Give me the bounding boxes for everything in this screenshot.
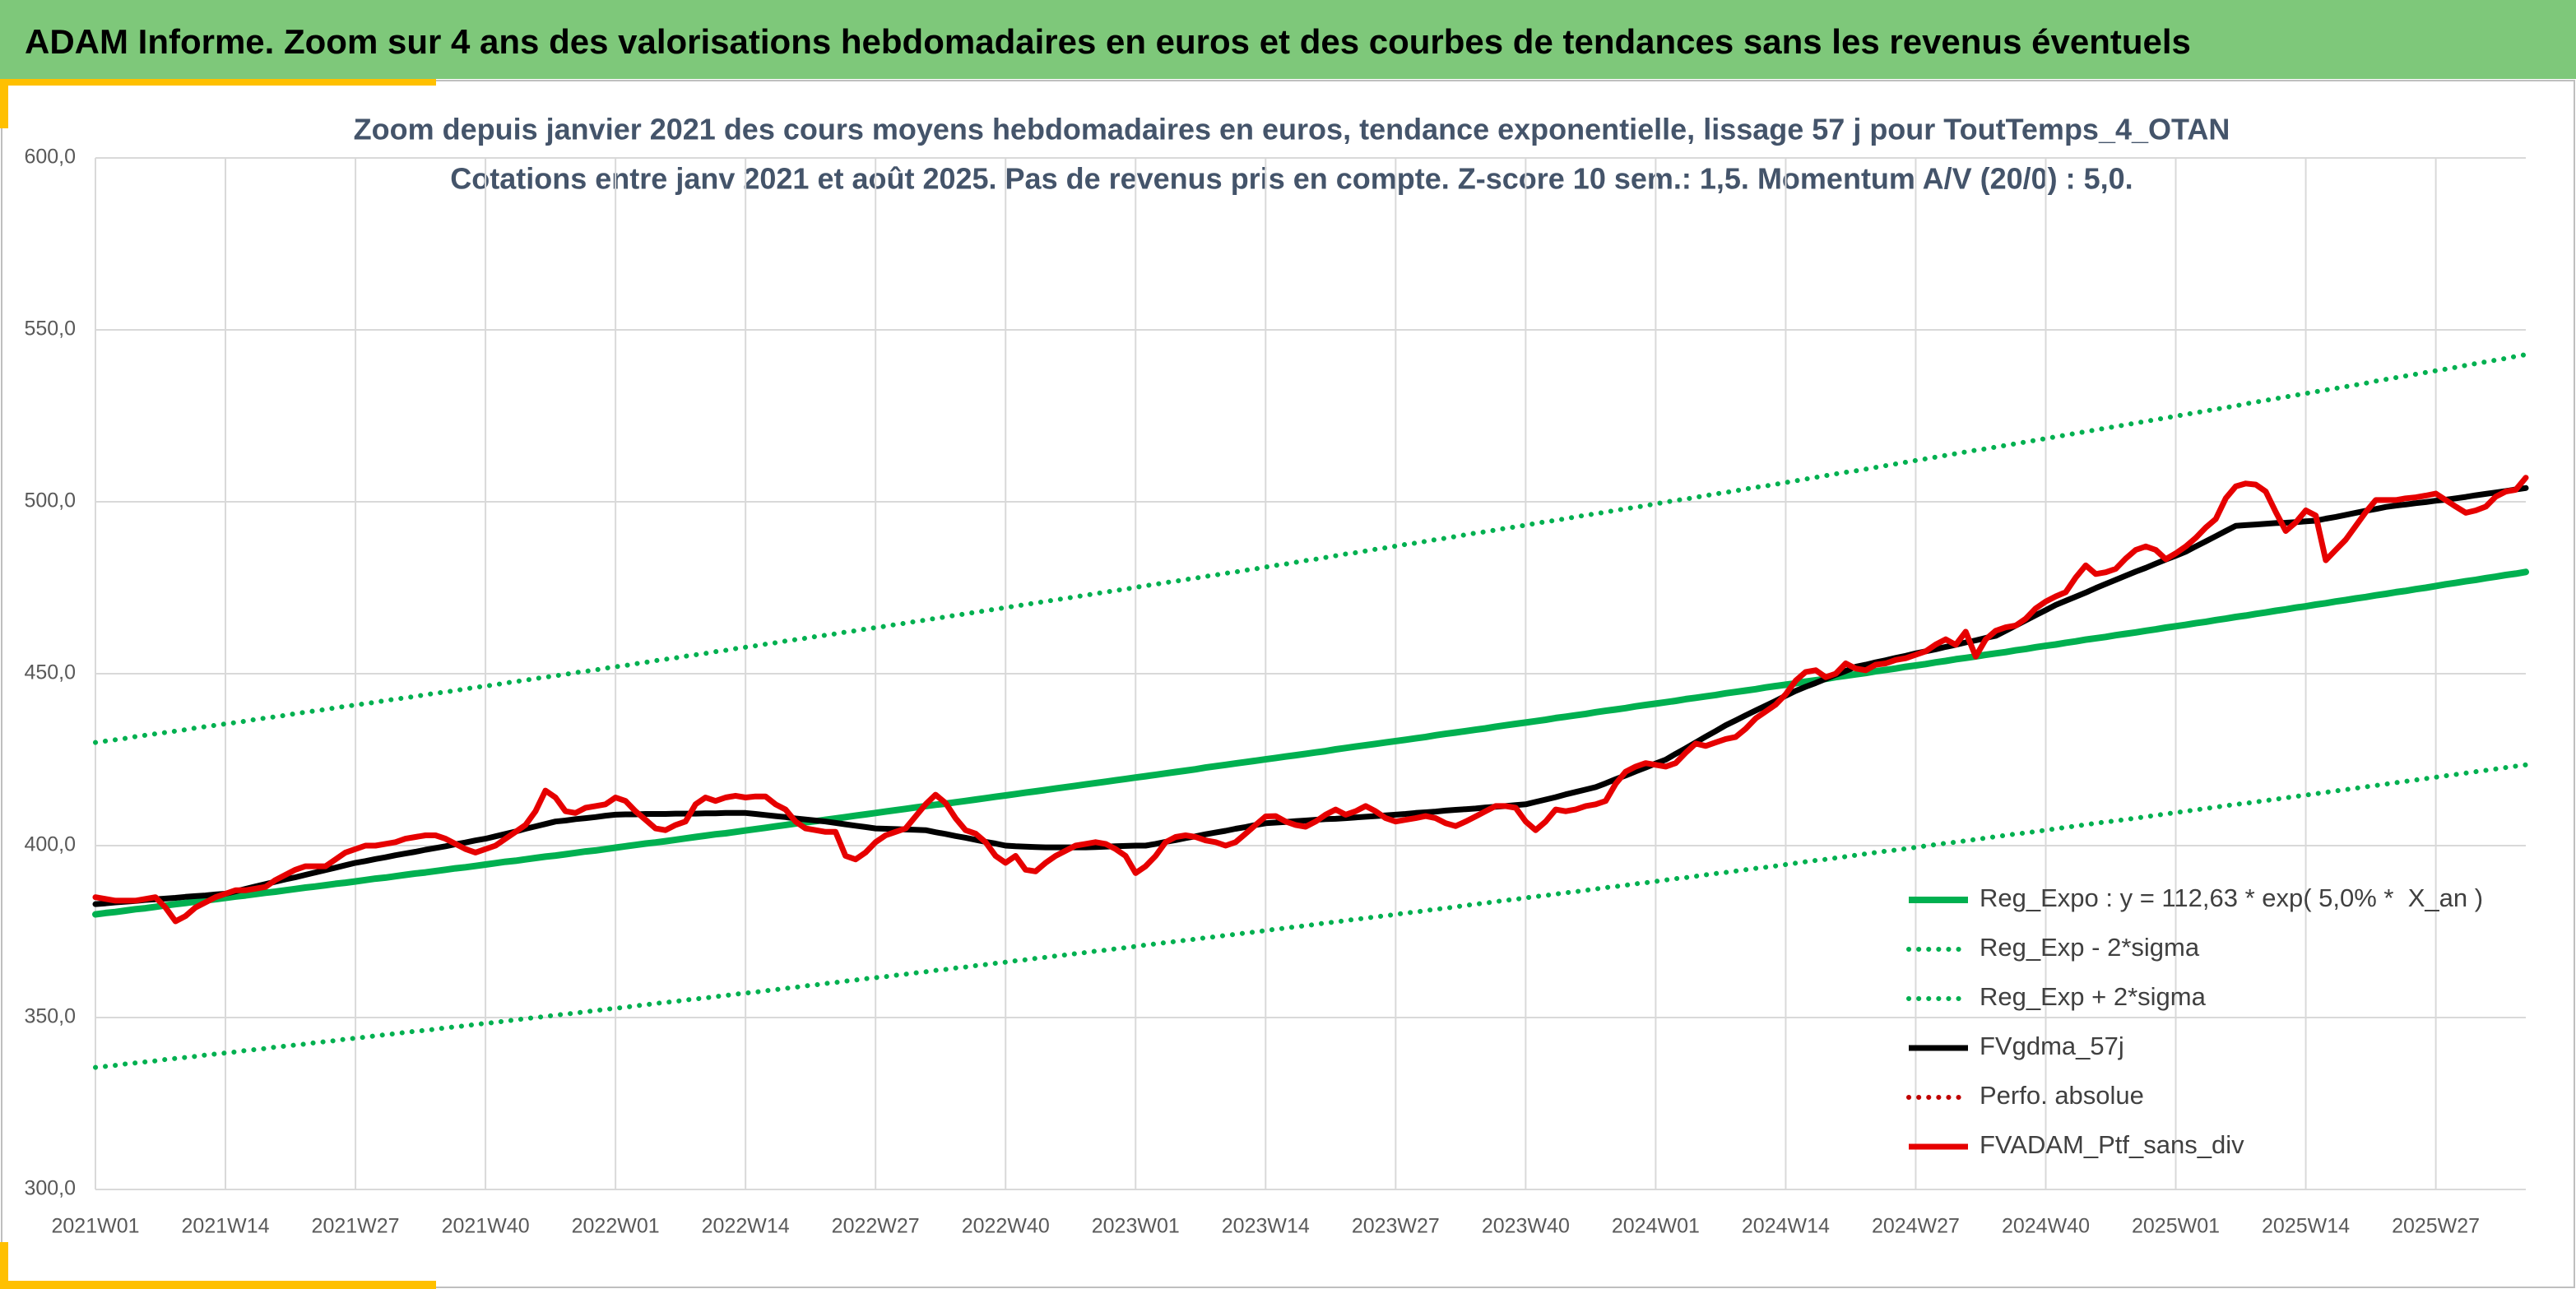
- series-line: [92, 568, 2529, 918]
- accent: [0, 79, 8, 128]
- y-tick-label: 600,0: [24, 146, 76, 169]
- x-tick-label: 2021W01: [51, 1215, 139, 1238]
- y-tick-label: 500,0: [24, 489, 76, 512]
- series-line: [92, 485, 2529, 907]
- y-tick-label: 350,0: [24, 1005, 76, 1028]
- legend-label: Reg_Exp + 2*sigma: [1980, 982, 2207, 1011]
- banner-title: ADAM Informe. Zoom sur 4 ans des valoris…: [25, 22, 2191, 61]
- x-tick-label: 2021W14: [182, 1215, 270, 1238]
- x-tick-label: 2025W01: [2132, 1215, 2220, 1238]
- x-tick-label: 2024W14: [1742, 1215, 1830, 1238]
- legend-label: FVgdma_57j: [1980, 1032, 2124, 1060]
- chart-title: Zoom depuis janvier 2021 des cours moyen…: [354, 113, 2230, 146]
- legend-label: FVADAM_Ptf_sans_div: [1980, 1130, 2244, 1159]
- x-tick-label: 2025W27: [2392, 1215, 2480, 1238]
- series-line: [93, 762, 2528, 1070]
- y-tick-label: 300,0: [24, 1177, 76, 1200]
- y-tick-label: 450,0: [24, 661, 76, 684]
- accent: [0, 1281, 436, 1289]
- x-tick-label: 2023W27: [1352, 1215, 1440, 1238]
- x-tick-label: 2022W40: [962, 1215, 1050, 1238]
- legend-label: Perfo. absolue: [1980, 1081, 2144, 1110]
- accent: [0, 1242, 8, 1289]
- x-tick-label: 2022W01: [572, 1215, 660, 1238]
- x-tick-label: 2024W27: [1872, 1215, 1960, 1238]
- series-line: [92, 475, 2529, 925]
- x-tick-label: 2025W14: [2262, 1215, 2350, 1238]
- banner-bar: [0, 0, 2576, 79]
- chart-subtitle: Cotations entre janv 2021 et août 2025. …: [450, 162, 2133, 196]
- y-tick-label: 550,0: [24, 318, 76, 341]
- x-tick-label: 2021W40: [442, 1215, 530, 1238]
- x-tick-label: 2024W40: [2002, 1215, 2090, 1238]
- x-tick-label: 2024W01: [1612, 1215, 1700, 1238]
- frame: [1, 80, 2575, 1288]
- x-tick-label: 2022W27: [832, 1215, 920, 1238]
- x-tick-label: 2023W14: [1222, 1215, 1310, 1238]
- accent: [0, 79, 436, 86]
- x-tick-label: 2021W27: [312, 1215, 400, 1238]
- legend-label: Reg_Expo : y = 112,63 * exp( 5,0% * X_an…: [1980, 883, 2483, 912]
- x-tick-label: 2023W40: [1482, 1215, 1570, 1238]
- x-tick-label: 2022W14: [702, 1215, 790, 1238]
- series-line: [93, 352, 2528, 745]
- x-tick-label: 2023W01: [1092, 1215, 1180, 1238]
- legend-label: Reg_Exp - 2*sigma: [1980, 933, 2200, 962]
- y-tick-label: 400,0: [24, 833, 76, 856]
